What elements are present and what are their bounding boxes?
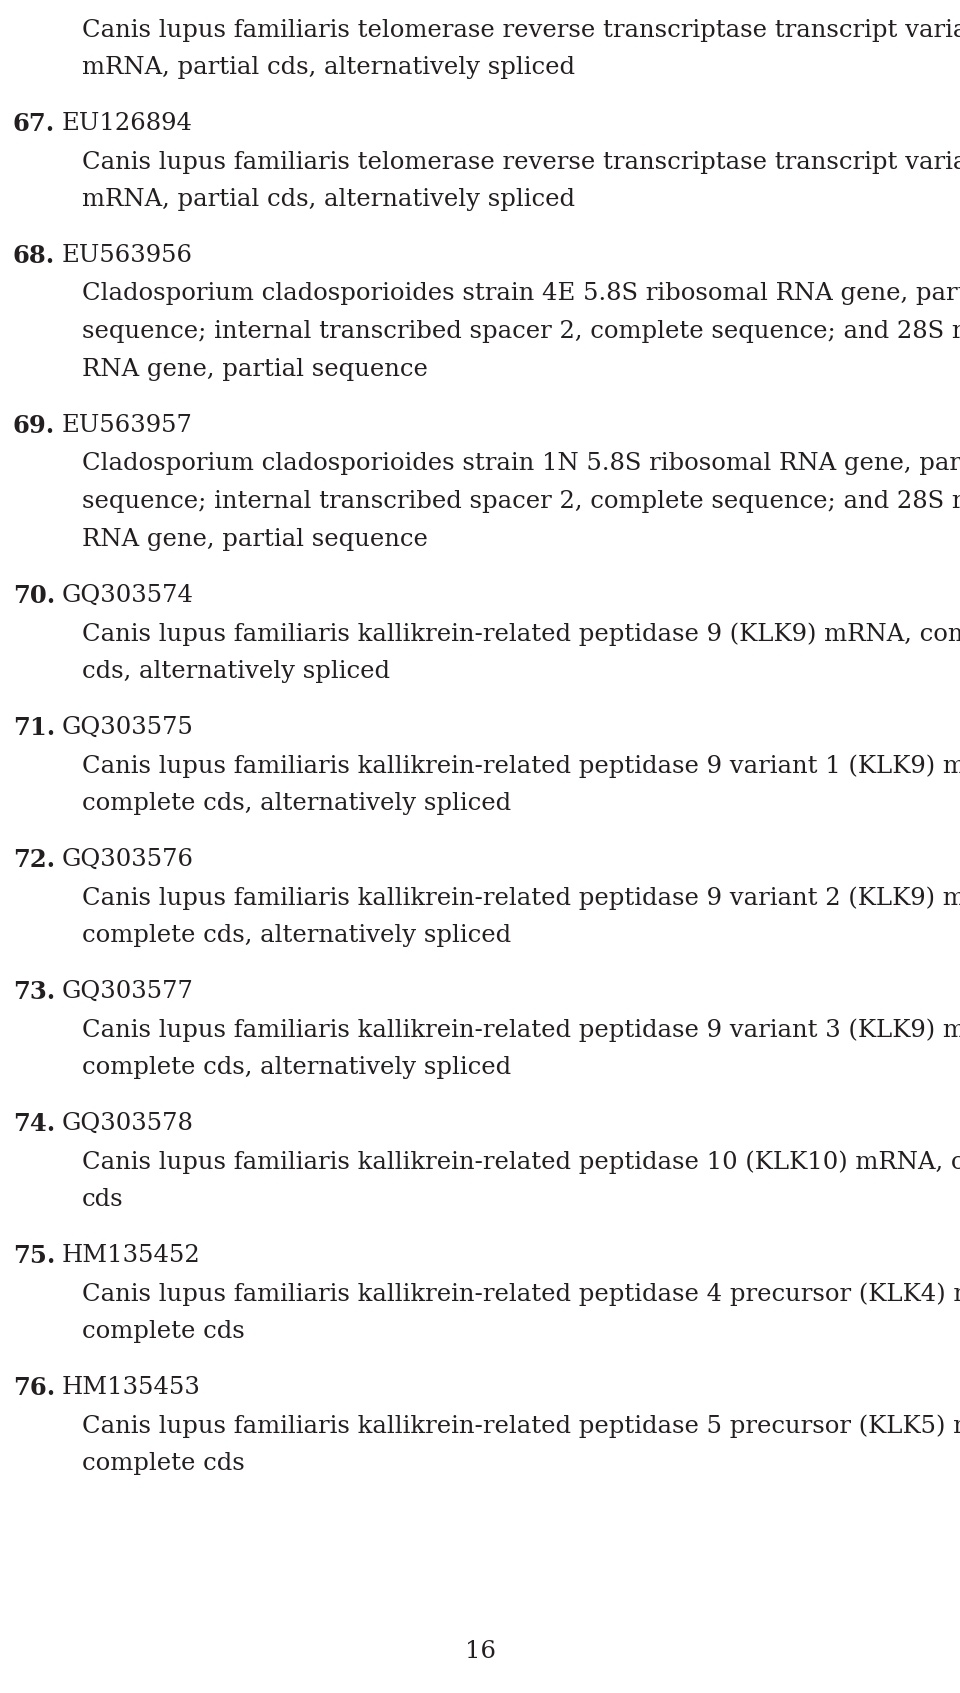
Text: 16: 16: [465, 1641, 495, 1663]
Text: 73.: 73.: [13, 980, 56, 1004]
Text: 74.: 74.: [13, 1112, 56, 1136]
Text: GQ303577: GQ303577: [62, 980, 194, 1002]
Text: Canis lupus familiaris kallikrein-related peptidase 9 (KLK9) mRNA, complete: Canis lupus familiaris kallikrein-relate…: [82, 621, 960, 645]
Text: complete cds: complete cds: [82, 1453, 245, 1475]
Text: 69.: 69.: [13, 415, 56, 438]
Text: GQ303575: GQ303575: [62, 716, 194, 740]
Text: Canis lupus familiaris kallikrein-related peptidase 5 precursor (KLK5) mRNA,: Canis lupus familiaris kallikrein-relate…: [82, 1414, 960, 1437]
Text: GQ303578: GQ303578: [62, 1112, 194, 1134]
Text: Canis lupus familiaris kallikrein-related peptidase 9 variant 2 (KLK9) mRNA,: Canis lupus familiaris kallikrein-relate…: [82, 885, 960, 909]
Text: 72.: 72.: [13, 848, 55, 872]
Text: Canis lupus familiaris kallikrein-related peptidase 9 variant 3 (KLK9) mRNA,: Canis lupus familiaris kallikrein-relate…: [82, 1017, 960, 1041]
Text: 75.: 75.: [13, 1244, 56, 1268]
Text: EU563957: EU563957: [62, 415, 193, 437]
Text: 76.: 76.: [13, 1376, 56, 1400]
Text: GQ303576: GQ303576: [62, 848, 194, 870]
Text: EU126894: EU126894: [62, 112, 193, 135]
Text: Canis lupus familiaris kallikrein-related peptidase 9 variant 1 (KLK9) mRNA,: Canis lupus familiaris kallikrein-relate…: [82, 753, 960, 777]
Text: EU563956: EU563956: [62, 244, 193, 267]
Text: cds: cds: [82, 1188, 124, 1210]
Text: complete cds, alternatively spliced: complete cds, alternatively spliced: [82, 924, 511, 946]
Text: HM135453: HM135453: [62, 1376, 201, 1398]
Text: 67.: 67.: [13, 112, 56, 135]
Text: HM135452: HM135452: [62, 1244, 201, 1266]
Text: Canis lupus familiaris kallikrein-related peptidase 4 precursor (KLK4) mRNA,: Canis lupus familiaris kallikrein-relate…: [82, 1282, 960, 1305]
Text: Canis lupus familiaris telomerase reverse transcriptase transcript variant 5 (TE: Canis lupus familiaris telomerase revers…: [82, 151, 960, 173]
Text: Cladosporium cladosporioides strain 1N 5.8S ribosomal RNA gene, partial: Cladosporium cladosporioides strain 1N 5…: [82, 452, 960, 476]
Text: cds, alternatively spliced: cds, alternatively spliced: [82, 660, 390, 682]
Text: 70.: 70.: [13, 584, 56, 608]
Text: RNA gene, partial sequence: RNA gene, partial sequence: [82, 528, 428, 550]
Text: GQ303574: GQ303574: [62, 584, 194, 608]
Text: sequence; internal transcribed spacer 2, complete sequence; and 28S ribosomal: sequence; internal transcribed spacer 2,…: [82, 320, 960, 344]
Text: Canis lupus familiaris kallikrein-related peptidase 10 (KLK10) mRNA, complete: Canis lupus familiaris kallikrein-relate…: [82, 1150, 960, 1173]
Text: 71.: 71.: [13, 716, 56, 740]
Text: complete cds: complete cds: [82, 1321, 245, 1343]
Text: sequence; internal transcribed spacer 2, complete sequence; and 28S ribosomal: sequence; internal transcribed spacer 2,…: [82, 489, 960, 513]
Text: Canis lupus familiaris telomerase reverse transcriptase transcript variant 4 (TE: Canis lupus familiaris telomerase revers…: [82, 19, 960, 42]
Text: mRNA, partial cds, alternatively spliced: mRNA, partial cds, alternatively spliced: [82, 56, 575, 80]
Text: complete cds, alternatively spliced: complete cds, alternatively spliced: [82, 792, 511, 814]
Text: RNA gene, partial sequence: RNA gene, partial sequence: [82, 357, 428, 381]
Text: mRNA, partial cds, alternatively spliced: mRNA, partial cds, alternatively spliced: [82, 188, 575, 212]
Text: Cladosporium cladosporioides strain 4E 5.8S ribosomal RNA gene, partial: Cladosporium cladosporioides strain 4E 5…: [82, 283, 960, 305]
Text: complete cds, alternatively spliced: complete cds, alternatively spliced: [82, 1056, 511, 1078]
Text: 68.: 68.: [13, 244, 56, 267]
